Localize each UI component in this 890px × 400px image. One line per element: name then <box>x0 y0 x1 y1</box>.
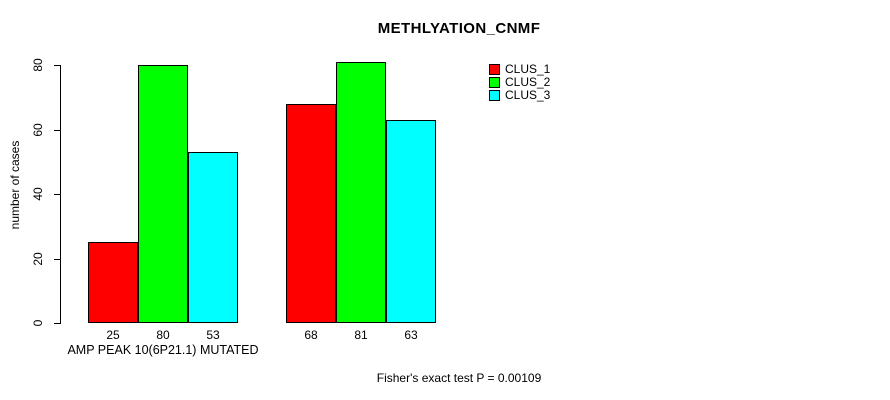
legend-item: CLUS_3 <box>489 89 550 102</box>
y-axis-tick <box>54 259 61 260</box>
y-axis-label: number of cases <box>8 140 22 230</box>
bar-value-label: 25 <box>106 328 120 342</box>
y-axis-tick <box>54 65 61 66</box>
legend-swatch <box>489 77 500 88</box>
y-axis-tick <box>54 323 61 324</box>
bar <box>88 242 138 323</box>
bar <box>286 104 336 323</box>
legend-label: CLUS_2 <box>505 75 551 89</box>
legend-label: CLUS_1 <box>505 62 551 76</box>
footer-annotation: Fisher's exact test P = 0.00109 <box>376 371 542 385</box>
legend-item: CLUS_2 <box>489 76 550 89</box>
chart-title: METHLYATION_CNMF <box>377 20 541 37</box>
y-axis-tick-label: 80 <box>31 58 45 72</box>
bar-value-label: 53 <box>206 328 220 342</box>
bar <box>188 152 238 323</box>
bar-value-label: 81 <box>354 328 368 342</box>
y-axis-tick-label: 60 <box>31 123 45 137</box>
legend: CLUS_1 CLUS_2 CLUS_3 <box>489 63 550 102</box>
bar <box>386 120 436 323</box>
bar-value-label: 68 <box>304 328 318 342</box>
legend-swatch <box>489 64 500 75</box>
legend-label: CLUS_3 <box>505 88 551 102</box>
y-axis-tick <box>54 194 61 195</box>
bar-value-label: 80 <box>156 328 170 342</box>
bar <box>336 62 386 323</box>
group-label: AMP PEAK 10(6P21.1) MUTATED <box>67 343 259 357</box>
bar <box>138 65 188 323</box>
y-axis-tick-label: 0 <box>31 319 45 327</box>
y-axis-tick <box>54 130 61 131</box>
legend-swatch <box>489 90 500 101</box>
legend-item: CLUS_1 <box>489 63 550 76</box>
y-axis-tick-label: 20 <box>31 252 45 266</box>
y-axis-tick-label: 40 <box>31 187 45 201</box>
bar-value-label: 63 <box>404 328 418 342</box>
